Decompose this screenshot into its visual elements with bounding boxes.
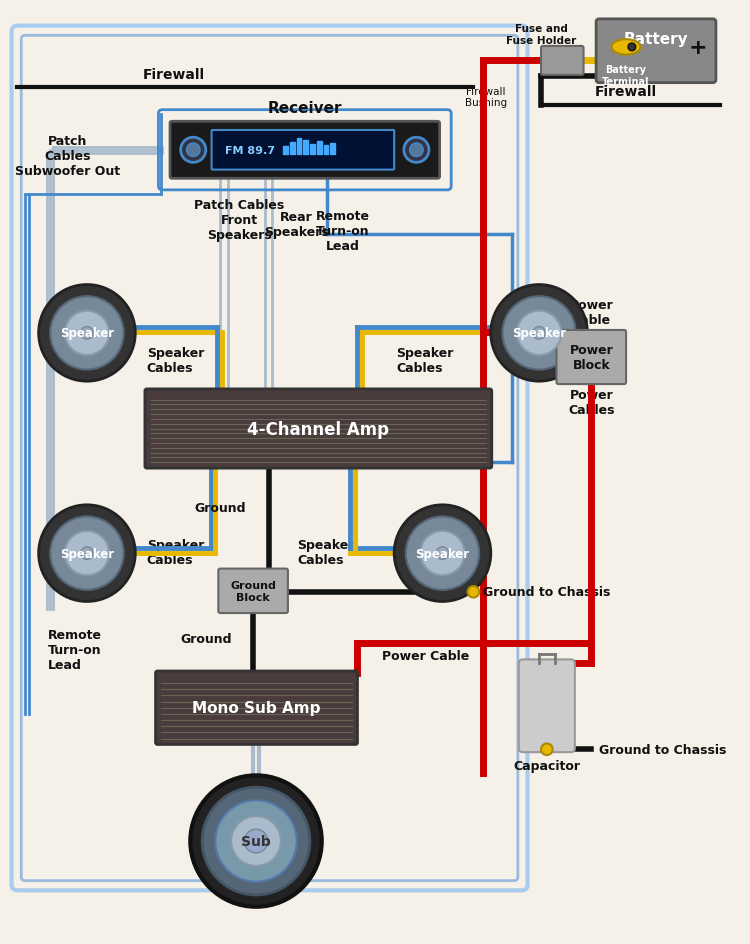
FancyBboxPatch shape bbox=[218, 569, 288, 614]
FancyBboxPatch shape bbox=[170, 122, 440, 179]
Circle shape bbox=[541, 744, 553, 755]
Circle shape bbox=[406, 517, 479, 590]
Bar bbox=[310, 144, 315, 155]
Text: Ground: Ground bbox=[180, 632, 232, 645]
Text: Sub: Sub bbox=[242, 834, 271, 848]
Circle shape bbox=[81, 328, 93, 340]
Circle shape bbox=[39, 285, 135, 381]
Bar bbox=[283, 146, 288, 155]
FancyBboxPatch shape bbox=[211, 131, 394, 171]
Circle shape bbox=[50, 296, 124, 370]
Text: Power Cable: Power Cable bbox=[382, 649, 469, 663]
Text: Capacitor: Capacitor bbox=[513, 759, 580, 772]
Text: Rear
Speakers: Rear Speakers bbox=[264, 211, 329, 239]
Circle shape bbox=[244, 830, 268, 853]
Circle shape bbox=[187, 143, 200, 158]
Text: Firewall
Bushing: Firewall Bushing bbox=[465, 87, 507, 108]
Bar bbox=[324, 145, 328, 155]
Circle shape bbox=[517, 312, 561, 356]
Circle shape bbox=[181, 138, 206, 163]
Text: Speaker: Speaker bbox=[512, 327, 566, 340]
Circle shape bbox=[467, 586, 479, 598]
Circle shape bbox=[436, 548, 448, 560]
Text: Remote
Turn-on
Lead: Remote Turn-on Lead bbox=[48, 629, 102, 671]
Text: 4-Channel Amp: 4-Channel Amp bbox=[248, 420, 389, 438]
Bar bbox=[290, 143, 295, 155]
Text: Mono Sub Amp: Mono Sub Amp bbox=[192, 700, 321, 716]
Text: Power
Block: Power Block bbox=[569, 344, 614, 372]
FancyBboxPatch shape bbox=[541, 47, 584, 76]
Text: Speaker: Speaker bbox=[416, 548, 470, 560]
Text: Speaker
Cables: Speaker Cables bbox=[147, 538, 204, 566]
Circle shape bbox=[628, 44, 636, 52]
Circle shape bbox=[39, 505, 135, 602]
Circle shape bbox=[532, 328, 545, 340]
Text: Speaker: Speaker bbox=[60, 327, 114, 340]
Circle shape bbox=[490, 285, 587, 381]
Circle shape bbox=[404, 138, 429, 163]
Text: Speaker
Cables: Speaker Cables bbox=[147, 347, 204, 375]
FancyBboxPatch shape bbox=[145, 390, 492, 468]
Text: Power
Cable: Power Cable bbox=[569, 299, 614, 327]
Circle shape bbox=[50, 517, 124, 590]
Text: Speaker: Speaker bbox=[60, 548, 114, 560]
Text: Patch
Cables
Subwoofer Out: Patch Cables Subwoofer Out bbox=[15, 134, 120, 177]
Bar bbox=[317, 142, 322, 155]
FancyBboxPatch shape bbox=[519, 660, 574, 752]
Circle shape bbox=[503, 296, 576, 370]
Circle shape bbox=[202, 787, 310, 895]
Text: Ground to Chassis: Ground to Chassis bbox=[483, 585, 610, 598]
FancyBboxPatch shape bbox=[596, 20, 716, 83]
Text: Power
Cables: Power Cables bbox=[568, 389, 614, 416]
Text: Ground to Chassis: Ground to Chassis bbox=[599, 743, 727, 756]
Text: Firewall: Firewall bbox=[595, 85, 657, 99]
Bar bbox=[296, 139, 302, 155]
Bar bbox=[303, 141, 308, 155]
Text: Speaker
Cables: Speaker Cables bbox=[396, 347, 454, 375]
Circle shape bbox=[64, 312, 110, 356]
Circle shape bbox=[215, 801, 297, 882]
Circle shape bbox=[190, 776, 322, 907]
FancyBboxPatch shape bbox=[556, 330, 626, 384]
Text: Ground
Block: Ground Block bbox=[230, 581, 276, 602]
Bar bbox=[331, 143, 335, 155]
Circle shape bbox=[410, 143, 423, 158]
Text: Battery: Battery bbox=[624, 32, 688, 47]
Text: FM 89.7: FM 89.7 bbox=[225, 145, 275, 156]
Text: Receiver: Receiver bbox=[268, 101, 342, 116]
Circle shape bbox=[394, 505, 490, 602]
Text: Patch Cables
Front
Speakers: Patch Cables Front Speakers bbox=[194, 198, 285, 242]
Text: +: + bbox=[688, 38, 706, 58]
Text: Fuse and
Fuse Holder: Fuse and Fuse Holder bbox=[506, 25, 576, 46]
Text: Firewall: Firewall bbox=[142, 68, 205, 81]
Ellipse shape bbox=[611, 40, 640, 56]
Circle shape bbox=[420, 531, 465, 576]
Text: Speaker
Cables: Speaker Cables bbox=[298, 538, 355, 566]
Text: Battery
Terminal: Battery Terminal bbox=[602, 65, 650, 87]
Text: Ground: Ground bbox=[195, 501, 246, 514]
Circle shape bbox=[231, 817, 281, 866]
Circle shape bbox=[81, 548, 93, 560]
FancyBboxPatch shape bbox=[155, 671, 358, 745]
Circle shape bbox=[64, 531, 110, 576]
Text: Remote
Turn-on
Lead: Remote Turn-on Lead bbox=[316, 210, 370, 253]
